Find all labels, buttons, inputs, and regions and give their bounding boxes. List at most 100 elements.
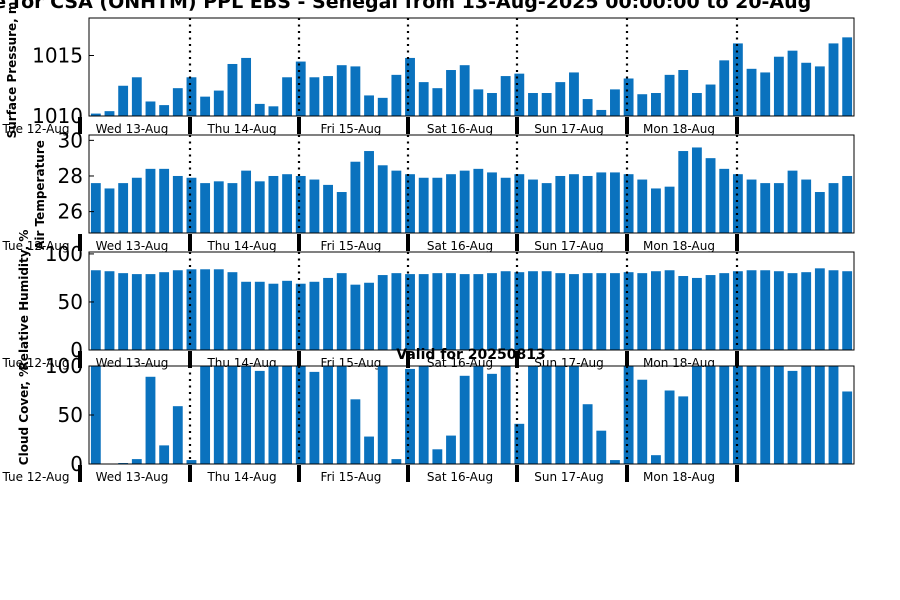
bar xyxy=(268,366,279,464)
bar xyxy=(172,88,183,116)
bar xyxy=(569,174,579,233)
x-tick-label: Tue 12-Aug xyxy=(1,470,69,484)
bar xyxy=(145,274,156,350)
bar xyxy=(336,65,347,116)
bar xyxy=(336,273,347,350)
bar xyxy=(90,183,101,233)
bar xyxy=(391,273,402,350)
bar xyxy=(528,179,538,233)
bar xyxy=(596,273,607,350)
bar xyxy=(254,281,265,350)
bar xyxy=(268,283,279,350)
bar xyxy=(446,435,456,464)
bar xyxy=(500,271,511,350)
bar xyxy=(90,113,101,116)
bar xyxy=(200,366,211,464)
bar xyxy=(664,186,675,233)
bar xyxy=(336,192,347,233)
bar xyxy=(623,366,634,464)
bar xyxy=(555,175,566,233)
bar xyxy=(678,70,689,116)
bar xyxy=(418,82,429,116)
bar xyxy=(787,370,798,464)
bar xyxy=(842,37,853,116)
bar xyxy=(637,379,648,464)
bar xyxy=(691,277,702,350)
bar xyxy=(828,366,839,464)
bar xyxy=(432,273,443,350)
bar xyxy=(664,270,675,350)
bar xyxy=(131,77,142,116)
bar xyxy=(569,72,579,116)
bar xyxy=(637,94,648,116)
bar xyxy=(801,62,812,116)
bar xyxy=(473,274,484,350)
bar xyxy=(282,77,292,116)
plot-frame xyxy=(88,251,855,351)
bar xyxy=(691,93,702,116)
x-tick-label: Wed 13-Aug xyxy=(96,356,169,370)
bar xyxy=(323,277,333,350)
bar xyxy=(104,111,115,116)
plot-frame xyxy=(88,134,855,234)
panel-2: 26 28 30 Tue 12-Aug Wed 13-Aug Thu 14-Aug Fri … xyxy=(1,128,855,253)
bar xyxy=(746,270,757,350)
y-axis-label: Relative Humidity, % xyxy=(17,230,31,371)
bar xyxy=(705,158,716,233)
bar xyxy=(473,366,484,464)
bar xyxy=(582,273,593,350)
bar xyxy=(596,109,607,116)
bar xyxy=(200,183,211,233)
bar xyxy=(842,175,853,233)
bar xyxy=(350,284,361,350)
panels: 1010 1015 Tue 12-Aug Wed 13-Aug Thu 14-Aug Fr… xyxy=(1,2,855,484)
bar xyxy=(309,281,320,350)
bar xyxy=(760,183,771,233)
x-tick-label: Thu 14-Aug xyxy=(206,122,276,136)
bar xyxy=(213,366,224,464)
bar xyxy=(541,183,552,233)
bar xyxy=(651,455,661,464)
bar xyxy=(104,188,115,233)
x-tick-label: Thu 14-Aug xyxy=(206,470,276,484)
bar xyxy=(705,84,716,116)
bar xyxy=(432,88,443,116)
bar xyxy=(555,82,566,116)
bar xyxy=(541,366,552,464)
bar xyxy=(90,270,101,350)
bar xyxy=(241,57,252,116)
bar xyxy=(350,161,361,233)
bar xyxy=(418,177,429,233)
x-tick-label: Wed 13-Aug xyxy=(96,122,169,136)
bar xyxy=(500,177,511,233)
chart-title: se for CSA (ONHTM) PPL EBS - Senegal fro… xyxy=(0,0,811,13)
bar xyxy=(145,168,156,233)
bar xyxy=(459,375,470,464)
bar xyxy=(569,366,579,464)
bar xyxy=(446,174,456,233)
x-tick-label: Sun 17-Aug xyxy=(534,470,603,484)
x-tick-label: Wed 13-Aug xyxy=(96,239,169,253)
bar xyxy=(801,272,812,350)
bar xyxy=(528,93,538,116)
x-tick-label: Fri 15-Aug xyxy=(321,122,382,136)
bar xyxy=(295,61,306,116)
bar xyxy=(514,174,525,233)
bar xyxy=(268,106,279,116)
y-tick-label: 50 xyxy=(58,403,83,427)
bar xyxy=(364,436,374,464)
bar xyxy=(664,390,675,464)
bar xyxy=(651,271,661,350)
bar xyxy=(623,174,634,233)
bar xyxy=(446,70,456,116)
y-tick-label: 50 xyxy=(58,290,83,314)
x-tick-label: Fri 15-Aug xyxy=(321,239,382,253)
bar xyxy=(828,43,839,116)
x-tick-label: Wed 13-Aug xyxy=(96,470,169,484)
valid-for-label: Valid for 20250813 xyxy=(396,347,545,363)
bar xyxy=(569,274,579,350)
bar xyxy=(350,66,361,116)
bar xyxy=(213,181,224,233)
bar xyxy=(500,366,511,464)
